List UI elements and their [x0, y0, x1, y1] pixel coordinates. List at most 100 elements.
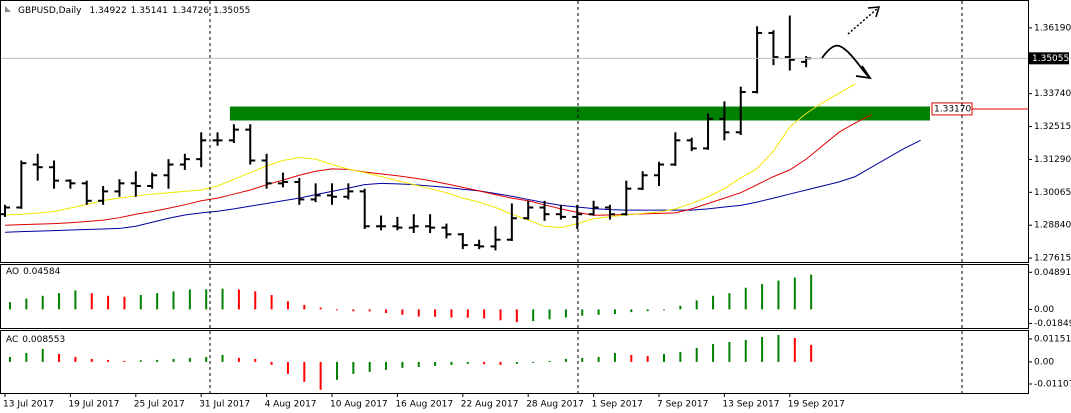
histogram-bar [401, 361, 404, 368]
x-tick-label: 4 Aug 2017 [265, 400, 317, 410]
moving-average-line [4, 114, 872, 226]
histogram-bar [532, 309, 535, 322]
histogram-bar [532, 361, 535, 363]
x-tick-label: 13 Sep 2017 [722, 400, 779, 410]
histogram-bar [303, 304, 306, 310]
histogram-bar [368, 361, 371, 372]
level-label: 1.33170 [934, 104, 971, 114]
y-tick-label: 1.33740 [1034, 89, 1071, 99]
ac-title: AC [6, 335, 18, 345]
y-tick-label: 0.00 [1034, 357, 1054, 367]
x-tick-label: 10 Aug 2017 [330, 400, 388, 410]
histogram-bar [58, 353, 61, 362]
histogram-bar [9, 302, 11, 310]
histogram-bar [613, 352, 616, 362]
histogram-bar [286, 301, 289, 310]
histogram-bar [58, 293, 61, 310]
histogram-bar [793, 277, 796, 310]
histogram-bar [401, 309, 404, 315]
header-low: 1.34726 [172, 6, 209, 16]
histogram-bar [9, 356, 11, 362]
histogram-bar [25, 352, 28, 362]
histogram-bar [663, 309, 665, 311]
histogram-bar [761, 336, 764, 362]
histogram-bar [319, 361, 322, 390]
histogram-bar [548, 360, 551, 362]
header-close: 1.35055 [213, 6, 250, 16]
histogram-bar [303, 361, 306, 382]
histogram-bar [286, 361, 289, 374]
histogram-bar [336, 361, 338, 380]
histogram-bar [728, 293, 731, 310]
histogram-bar [221, 354, 224, 362]
y-tick-label: 1.27615 [1034, 254, 1071, 264]
histogram-bar [237, 357, 240, 362]
histogram-bar [630, 354, 633, 362]
histogram-bar [515, 361, 518, 364]
histogram-bar [172, 358, 175, 362]
y-tick-label: 1.32515 [1034, 122, 1071, 132]
histogram-bar [74, 356, 77, 362]
histogram-bar [810, 274, 813, 310]
histogram-bar [205, 289, 208, 310]
histogram-bar [188, 289, 191, 310]
header-open: 1.34922 [89, 6, 126, 16]
histogram-bar [466, 309, 469, 318]
histogram-bar [156, 293, 159, 310]
histogram-bar [744, 287, 747, 310]
histogram-bar [90, 293, 93, 310]
histogram-bar [107, 295, 110, 310]
histogram-bar [548, 309, 551, 320]
histogram-bar [663, 353, 665, 362]
histogram-bar [450, 361, 453, 365]
histogram-bar [695, 300, 698, 310]
histogram-bar [352, 309, 355, 312]
histogram-bar [123, 360, 126, 362]
histogram-bar [319, 307, 322, 310]
histogram-bar [450, 309, 453, 318]
histogram-bar [139, 294, 142, 310]
y-tick-label: 0.04891 [1034, 268, 1071, 278]
y-tick-label: 0.011511 [1034, 334, 1071, 344]
ao-header: AO 0.04584 [6, 267, 61, 277]
y-tick-label: -0.01849 [1034, 319, 1071, 329]
histogram-bar [597, 356, 600, 362]
histogram-bar [613, 309, 616, 314]
histogram-bar [25, 298, 28, 310]
histogram-bar [123, 296, 126, 310]
histogram-bar [483, 361, 486, 365]
histogram-bar [646, 355, 649, 362]
histogram-bar [156, 359, 159, 362]
forecast-dotted-arrowhead [867, 6, 881, 18]
histogram-bar [761, 284, 764, 310]
price-label: 1.35055 [1032, 54, 1069, 64]
histogram-bar [434, 309, 437, 317]
x-tick-label: 22 Aug 2017 [461, 400, 519, 410]
header-high: 1.35141 [131, 6, 168, 16]
histogram-bar [679, 351, 682, 362]
zone [229, 106, 930, 121]
ac-header: AC 0.008553 [6, 335, 65, 345]
histogram-bar [172, 291, 175, 310]
histogram-bar [793, 337, 796, 362]
histogram-bar [728, 341, 731, 362]
histogram-bar [368, 309, 371, 312]
histogram-bar [41, 348, 44, 362]
moving-average-line [4, 83, 856, 229]
histogram-bar [630, 309, 633, 313]
y-tick-label: 1.28840 [1034, 221, 1071, 231]
histogram-bar [352, 361, 355, 374]
histogram-bar [810, 344, 813, 362]
ao-title: AO [6, 267, 19, 277]
histogram-bar [712, 295, 715, 310]
y-tick-label: 0.00 [1034, 305, 1054, 315]
price-label-box [1029, 52, 1069, 65]
histogram-bar [417, 309, 420, 317]
x-tick-label: 13 Jul 2017 [3, 400, 54, 410]
y-tick-label: 1.31290 [1034, 155, 1071, 165]
histogram-bar [712, 343, 715, 362]
x-tick-label: 1 Sep 2017 [592, 400, 643, 410]
histogram-bar [385, 361, 388, 370]
histogram-bar [270, 294, 273, 310]
